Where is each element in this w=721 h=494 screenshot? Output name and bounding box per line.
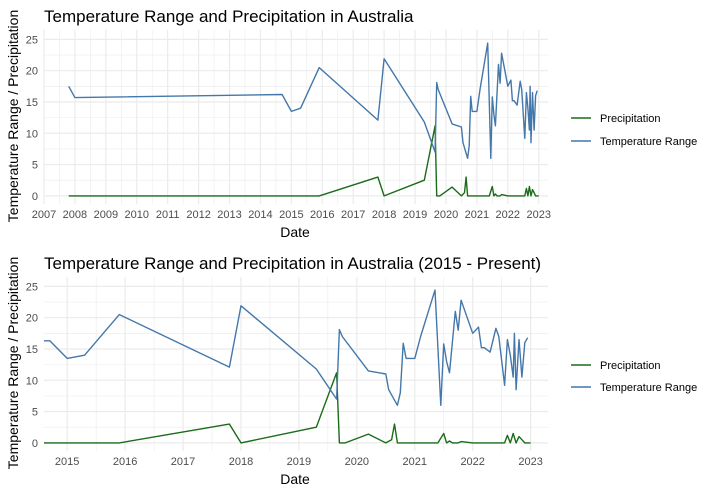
chart-2-x-ticks: 2015 2016 2017 2018 2019 2020 2021 2022 2023: [55, 456, 543, 468]
x-tick-label: 2019: [287, 456, 311, 468]
legend-label-precipitation: Precipitation: [600, 113, 661, 125]
x-tick-label: 2021: [465, 209, 489, 221]
y-tick-label: 20: [26, 66, 38, 78]
y-tick-label: 20: [26, 313, 38, 325]
chart-2-lines: [44, 289, 531, 444]
x-tick-label: 2009: [94, 209, 118, 221]
chart-1: Temperature Range and Precipitation in A…: [5, 7, 697, 240]
x-tick-label: 2008: [63, 209, 87, 221]
chart-1-lines: [68, 42, 539, 197]
chart-2-y-axis-label: Temperature Range / Precipitation: [5, 257, 21, 469]
chart-1-y-axis-label: Temperature Range / Precipitation: [5, 10, 21, 222]
legend-label-temperature-range: Temperature Range: [600, 382, 697, 394]
y-tick-label: 5: [32, 160, 38, 172]
x-tick-label: 2016: [113, 456, 137, 468]
x-tick-label: 2018: [372, 209, 396, 221]
y-tick-label: 5: [32, 407, 38, 419]
x-tick-label: 2021: [403, 456, 427, 468]
x-tick-label: 2007: [32, 209, 56, 221]
series-line-precipitation: [44, 372, 531, 444]
x-tick-label: 2022: [460, 456, 484, 468]
chart-1-legend: Precipitation Temperature Range: [571, 113, 697, 148]
chart-1-grid: [43, 30, 548, 204]
y-tick-label: 10: [26, 128, 38, 140]
y-tick-label: 0: [32, 191, 38, 203]
chart-1-y-ticks: 0 5 10 15 20 25: [26, 34, 38, 202]
x-tick-label: 2015: [55, 456, 79, 468]
series-line-temperature-range: [44, 289, 529, 406]
x-tick-label: 2023: [518, 456, 542, 468]
y-tick-label: 15: [26, 344, 38, 356]
y-tick-label: 15: [26, 97, 38, 109]
x-tick-label: 2020: [345, 456, 369, 468]
x-tick-label: 2019: [403, 209, 427, 221]
x-tick-label: 2011: [156, 209, 180, 221]
x-tick-label: 2016: [310, 209, 334, 221]
x-tick-label: 2022: [496, 209, 520, 221]
chart-1-title: Temperature Range and Precipitation in A…: [44, 7, 414, 26]
legend-label-precipitation: Precipitation: [600, 360, 661, 372]
x-tick-label: 2013: [217, 209, 241, 221]
x-tick-label: 2018: [229, 456, 253, 468]
y-tick-label: 0: [32, 438, 38, 450]
x-tick-label: 2023: [526, 209, 550, 221]
x-tick-label: 2017: [171, 456, 195, 468]
series-line-temperature-range: [68, 42, 538, 160]
series-line-precipitation: [68, 125, 539, 197]
chart-2-grid: [44, 277, 548, 451]
chart-2-y-ticks: 0 5 10 15 20 25: [26, 281, 38, 449]
x-tick-label: 2017: [341, 209, 365, 221]
y-tick-label: 10: [26, 375, 38, 387]
x-tick-label: 2010: [125, 209, 149, 221]
legend-label-temperature-range: Temperature Range: [600, 136, 697, 148]
chart-2-legend: Precipitation Temperature Range: [571, 360, 697, 394]
x-tick-label: 2014: [248, 209, 272, 221]
chart-2-x-axis-label: Date: [280, 471, 310, 487]
x-tick-label: 2015: [279, 209, 303, 221]
y-tick-label: 25: [26, 281, 38, 293]
x-tick-label: 2020: [434, 209, 458, 221]
x-tick-label: 2012: [186, 209, 210, 221]
y-tick-label: 25: [26, 34, 38, 46]
chart-2-title: Temperature Range and Precipitation in A…: [44, 254, 541, 273]
chart-1-x-axis-label: Date: [280, 224, 310, 240]
chart-1-x-ticks: 2007 2008 2009 2010 2011 2012 2013 2014 2015 2016…: [32, 209, 551, 221]
chart-2: Temperature Range and Precipitation in A…: [5, 254, 697, 487]
